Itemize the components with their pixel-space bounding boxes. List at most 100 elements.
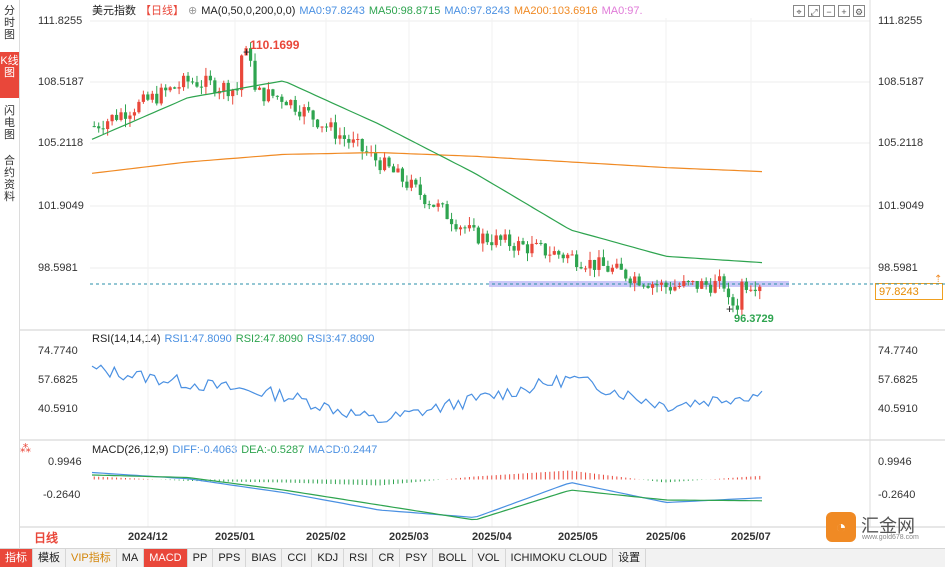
candle-body: [275, 95, 279, 97]
candle-body: [700, 281, 704, 289]
price-label-right: 98.5981: [878, 262, 918, 274]
ma-params[interactable]: MA(0,50,0,200,0,0): [201, 5, 296, 17]
candle-body: [110, 114, 114, 122]
zoom-out-icon[interactable]: −: [823, 5, 835, 17]
x-axis-label: 2025/07: [731, 531, 771, 543]
tab-boll[interactable]: BOLL: [433, 549, 473, 567]
candle-body: [164, 87, 168, 91]
candle: [347, 134, 351, 149]
candle-body: [253, 60, 257, 90]
candle-body: [481, 233, 485, 244]
tab-pp[interactable]: PP: [188, 549, 214, 567]
ma200-line: [91, 151, 763, 174]
settings-icon[interactable]: ⊕: [188, 5, 198, 17]
tab-pps[interactable]: PPS: [213, 549, 247, 567]
tab-flash[interactable]: 闪电图: [0, 102, 19, 148]
candle: [423, 193, 427, 209]
candle: [101, 120, 105, 135]
ma5-value: MA0:97.: [601, 5, 643, 17]
rsi-legend: RSI(14,14,14) RSI1:47.8090 RSI2:47.8090 RSI…: [92, 333, 378, 345]
candle: [150, 90, 154, 103]
candle-body: [284, 101, 288, 106]
price-alert-icon[interactable]: ⇡: [934, 274, 942, 285]
rsi1-value: RSI1:47.8090: [164, 333, 232, 345]
candle-body: [208, 75, 212, 81]
tab-kdj[interactable]: KDJ: [312, 549, 345, 567]
tab-contract-info[interactable]: 合约资料: [0, 152, 19, 212]
tab-ma[interactable]: MA: [117, 549, 145, 567]
settings-icon[interactable]: ⚙: [853, 5, 865, 17]
rsi3-value: RSI3:47.8090: [307, 333, 375, 345]
tab-timeshare[interactable]: 分时图: [0, 2, 19, 44]
price-label-left: 105.2118: [38, 137, 84, 149]
candle-body: [606, 265, 610, 272]
macd-title[interactable]: MACD(26,12,9): [92, 444, 169, 456]
rsi-title[interactable]: RSI(14,14,14): [92, 333, 161, 345]
candle: [472, 218, 476, 232]
candle: [391, 163, 396, 173]
candle-body: [494, 235, 498, 246]
fit-icon[interactable]: ⌖: [793, 5, 805, 17]
macd-axis-left: -0.2640: [43, 489, 81, 501]
candle-body: [155, 93, 159, 104]
candle: [208, 70, 212, 86]
period-label[interactable]: 【日线】: [140, 5, 184, 17]
tab-bias[interactable]: BIAS: [246, 549, 283, 567]
tab-templates[interactable]: 模板: [33, 549, 66, 567]
candle-body: [624, 269, 628, 279]
macd-settings-icon[interactable]: ⁂: [20, 443, 31, 455]
candle: [458, 225, 463, 236]
low-marker: +: [726, 302, 733, 316]
tab-vol[interactable]: VOL: [473, 549, 506, 567]
macd-value: MACD:0.2447: [308, 444, 378, 456]
tab-indicators[interactable]: 指标: [0, 549, 33, 567]
tab-cr[interactable]: CR: [373, 549, 401, 567]
candle: [324, 123, 329, 132]
candle-body: [315, 119, 320, 128]
tab-kline[interactable]: K线图: [0, 52, 19, 98]
candle-body: [588, 259, 592, 269]
candle-body: [146, 94, 150, 100]
tab-vip-indicators[interactable]: VIP指标: [66, 549, 117, 567]
candle-body: [400, 168, 405, 182]
candle-body: [557, 251, 561, 255]
tab-psy[interactable]: PSY: [400, 549, 434, 567]
candle-body: [324, 126, 329, 128]
candle: [97, 122, 101, 133]
candle: [262, 87, 266, 106]
candle-body: [642, 285, 646, 287]
candle-body: [378, 160, 382, 171]
candle: [583, 265, 588, 273]
candle-body: [659, 282, 664, 285]
candle: [668, 281, 673, 295]
chart-toolbar: ⌖ ⤢ − + ⚙: [790, 2, 865, 20]
candle: [186, 72, 190, 89]
candle: [677, 282, 681, 289]
candle: [441, 202, 445, 208]
candle: [289, 99, 293, 109]
tab-flash-label: 闪电图: [4, 105, 15, 141]
candle-body: [186, 75, 190, 82]
expand-icon[interactable]: ⤢: [808, 5, 820, 17]
candle: [704, 277, 708, 290]
candle: [409, 174, 413, 192]
ma4-value: MA200:103.6916: [513, 5, 598, 17]
tab-settings[interactable]: 设置: [613, 549, 647, 567]
candle: [624, 268, 628, 282]
tab-rsi[interactable]: RSI: [344, 549, 374, 567]
tab-macd[interactable]: MACD: [144, 549, 188, 567]
candle-body: [449, 219, 454, 225]
rsi2-value: RSI2:47.8090: [235, 333, 304, 345]
tab-ichimoku[interactable]: ICHIMOKU CLOUD: [506, 549, 614, 567]
candle-body: [463, 227, 467, 229]
candle-body: [543, 243, 547, 256]
period-button[interactable]: 日线: [34, 531, 59, 545]
candle-body: [503, 234, 507, 240]
candle: [119, 108, 123, 122]
candle: [744, 277, 748, 294]
candle-body: [159, 87, 163, 104]
zoom-in-icon[interactable]: +: [838, 5, 850, 17]
tab-cci[interactable]: CCI: [282, 549, 313, 567]
candle: [454, 219, 458, 232]
